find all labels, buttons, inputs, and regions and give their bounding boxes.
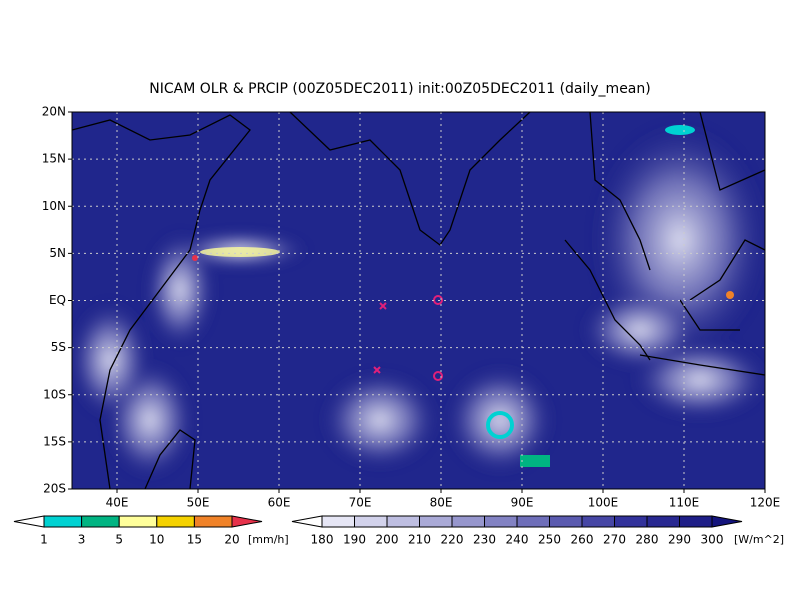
colorbar-label: 20 xyxy=(224,533,239,547)
colorbar-box xyxy=(419,515,453,528)
lon-label: 100E xyxy=(588,496,619,510)
colorbar-label: 180 xyxy=(311,533,334,547)
colorbar-label: 250 xyxy=(538,533,561,547)
colorbar-unit: [mm/h] xyxy=(248,533,289,546)
colorbar-box xyxy=(516,515,550,528)
colorbar-box xyxy=(679,515,713,528)
colorbar-arrow xyxy=(711,515,743,528)
colorbar-label: 210 xyxy=(408,533,431,547)
colorbar-label: 300 xyxy=(701,533,724,547)
colorbar-label: 5 xyxy=(115,533,123,547)
colorbar-label: 190 xyxy=(343,533,366,547)
colorbar-label: 280 xyxy=(636,533,659,547)
lat-label: 10N xyxy=(42,199,66,213)
lon-label: 80E xyxy=(430,496,453,510)
lon-label: 90E xyxy=(511,496,534,510)
colorbar-unit: [W/m^2] xyxy=(734,533,784,546)
colorbar-arrow xyxy=(231,515,263,528)
colorbar-box xyxy=(193,515,233,528)
lon-label: 60E xyxy=(268,496,291,510)
colorbar-label: 10 xyxy=(149,533,164,547)
colorbar-label: 3 xyxy=(78,533,86,547)
lat-label: EQ xyxy=(49,293,66,307)
lat-label: 5S xyxy=(51,340,66,354)
colorbar-box xyxy=(614,515,648,528)
colorbar-box xyxy=(156,515,195,528)
colorbar-label: 15 xyxy=(187,533,202,547)
colorbar-label: 220 xyxy=(441,533,464,547)
colorbar-label: 270 xyxy=(603,533,626,547)
colorbar-arrow xyxy=(291,515,323,528)
lon-label: 40E xyxy=(106,496,129,510)
colorbar-box xyxy=(43,515,83,528)
map-title: NICAM OLR & PRCIP (00Z05DEC2011) init:00… xyxy=(149,81,650,97)
lat-label: 5N xyxy=(49,246,66,260)
colorbar-box xyxy=(354,515,388,528)
colorbar-label: 260 xyxy=(571,533,594,547)
colorbar-label: 240 xyxy=(506,533,529,547)
lon-label: 110E xyxy=(669,496,700,510)
lon-label: 120E xyxy=(750,496,781,510)
lon-label: 70E xyxy=(349,496,372,510)
colorbar-box xyxy=(81,515,120,528)
colorbar-box xyxy=(581,515,615,528)
colorbar-arrow xyxy=(13,515,45,528)
lat-label: 20N xyxy=(42,105,66,119)
precip-cells xyxy=(192,125,734,467)
colorbar-box xyxy=(549,515,583,528)
colorbar-label: 230 xyxy=(473,533,496,547)
grid xyxy=(72,112,765,489)
lat-label: 10S xyxy=(43,387,66,401)
lat-label: 15S xyxy=(43,434,66,448)
colorbar-box xyxy=(386,515,420,528)
lat-label: 15N xyxy=(42,152,66,166)
colorbar-box xyxy=(321,515,355,528)
colorbar-label: 290 xyxy=(668,533,691,547)
lon-label: 50E xyxy=(187,496,210,510)
colorbar-box xyxy=(451,515,485,528)
colorbar-box xyxy=(646,515,680,528)
colorbar-label: 1 xyxy=(40,533,48,547)
colorbar-box xyxy=(484,515,518,528)
lat-label: 20S xyxy=(43,482,66,496)
colorbar-label: 200 xyxy=(376,533,399,547)
colorbar-box xyxy=(118,515,158,528)
